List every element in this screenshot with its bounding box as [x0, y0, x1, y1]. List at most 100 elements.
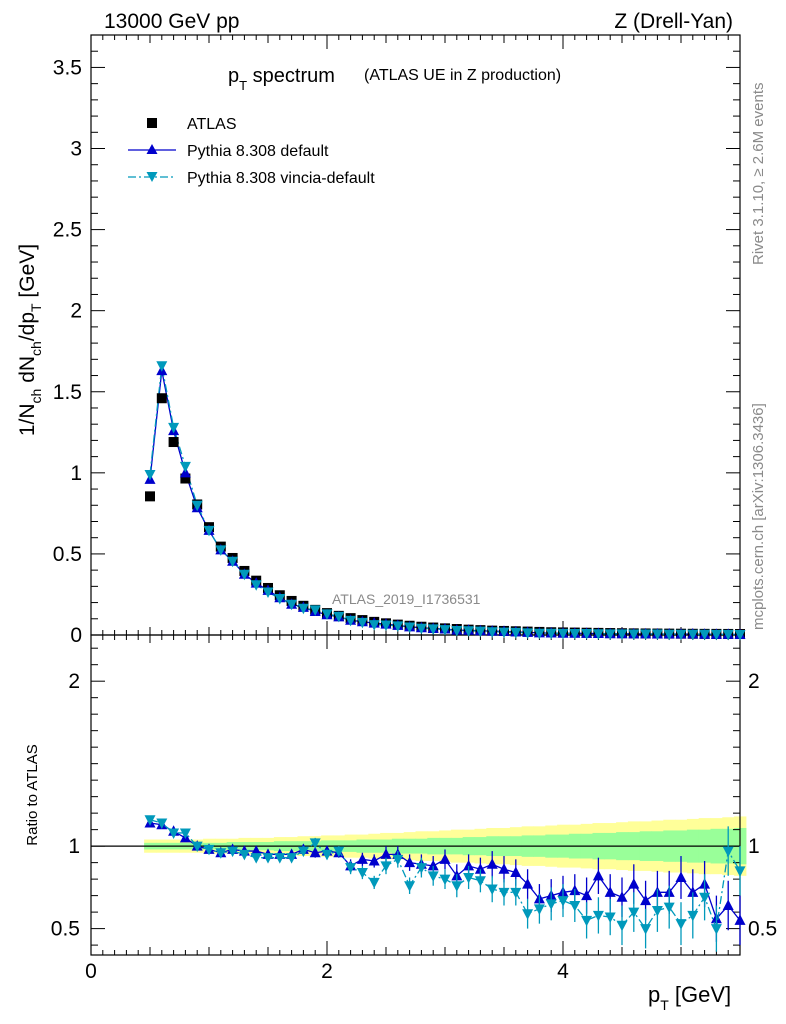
ratio-vincia-point — [168, 828, 180, 839]
ratio-default-point — [522, 878, 534, 889]
vincia-mc-point — [734, 630, 746, 641]
ratio-vincia-point — [156, 818, 168, 830]
legend-label-vincia: Pythia 8.308 vincia-default — [187, 170, 375, 187]
vincia-mc-point — [651, 629, 663, 641]
vincia-mc-point — [722, 629, 734, 641]
ratio-vincia-point — [227, 846, 239, 858]
legend-marker-default — [146, 144, 158, 154]
vincia-mc-point — [699, 629, 711, 641]
vincia-mc-point — [227, 556, 239, 568]
vincia-mc-point — [415, 623, 427, 635]
ratio-vincia-point — [191, 841, 203, 853]
ratio-vincia-point — [144, 815, 156, 826]
vincia-mc-point — [297, 603, 309, 615]
ratio-vincia-point — [451, 881, 463, 892]
ratio-plot-frame — [90, 634, 741, 956]
vincia-mc-point — [286, 599, 298, 611]
x-tick-label: 2 — [321, 960, 333, 983]
ratio-default-point — [687, 886, 699, 897]
ratio-vincia-point — [345, 863, 357, 874]
ratio-vincia-point — [463, 872, 475, 884]
main-y-tick-label: 3.5 — [53, 56, 82, 79]
ratio-vincia-point — [533, 904, 545, 915]
vincia-mc-point — [144, 469, 156, 481]
vincia-mc-point — [640, 629, 652, 641]
ratio-default-point — [427, 859, 439, 871]
x-tick-label: 0 — [85, 960, 97, 983]
ratio-vincia-point — [734, 866, 746, 877]
ratio-default-point — [592, 869, 604, 881]
vincia-mc-point — [474, 626, 486, 638]
vincia-mc-point — [592, 629, 604, 640]
ratio-vincia-point — [297, 846, 309, 858]
vincia-mc-point — [179, 461, 191, 473]
vincia-mc-point — [569, 629, 581, 640]
ratio-vincia-point — [510, 887, 522, 899]
vincia-mc-point — [345, 615, 357, 627]
ratio-default-point — [380, 848, 392, 859]
ratio-vincia-point — [522, 909, 534, 920]
ratio-vincia-point — [439, 874, 451, 886]
ratio-vincia-point — [628, 907, 640, 919]
vincia-mc-point — [581, 629, 593, 640]
vincia-mc-point — [510, 627, 522, 639]
vincia-mc-point — [356, 617, 368, 629]
ratio-default-point — [356, 853, 368, 864]
vincia-mc-point — [191, 500, 203, 512]
ratio-y-tick-label-right: 2 — [748, 670, 760, 693]
ratio-vincia-point — [651, 905, 663, 917]
ratio-vincia-point — [404, 881, 416, 892]
ratio-vincia-point — [616, 920, 628, 932]
ratio-vincia-point — [675, 919, 687, 930]
ratio-vincia-point — [663, 902, 675, 914]
analysis-watermark: ATLAS_2019_I1736531 — [332, 591, 481, 607]
ratio-vincia-point — [699, 892, 711, 904]
ratio-y-axis-label: Ratio to ATLAS — [24, 744, 41, 845]
ratio-vincia-point — [286, 853, 298, 864]
ratio-default-point — [675, 871, 687, 882]
ratio-vincia-point — [203, 844, 215, 856]
atlas-data-point — [180, 473, 191, 484]
vincia-mc-point — [628, 629, 640, 641]
ratio-vincia-point — [427, 871, 439, 882]
vincia-mc-point — [486, 627, 498, 638]
ratio-vincia-point — [569, 901, 581, 912]
vincia-mc-point — [262, 587, 274, 599]
main-title-note: (ATLAS UE in Z production) — [364, 67, 561, 84]
ratio-vincia-point — [392, 854, 404, 866]
vincia-mc-point — [451, 625, 463, 637]
legend-marker-vincia — [146, 172, 158, 182]
ratio-default-point — [368, 854, 380, 866]
vincia-mc-point — [545, 628, 557, 640]
vincia-mc-point — [168, 422, 180, 434]
main-y-axis-label: 1/Nch dNch/dpT [GeV] — [16, 244, 44, 436]
main-y-tick-label: 0.5 — [53, 543, 82, 566]
vincia-mc-point — [215, 545, 227, 556]
ratio-default-point — [404, 856, 416, 868]
ratio-vincia-point — [215, 848, 227, 859]
legend-label-atlas: ATLAS — [187, 116, 237, 133]
ratio-vincia-point — [486, 884, 498, 896]
ratio-vincia-point — [309, 838, 321, 849]
atlas-data-point — [168, 437, 179, 448]
ratio-vincia-point — [581, 915, 593, 927]
vincia-mc-point — [498, 627, 510, 639]
ratio-vincia-point — [545, 899, 557, 910]
ratio-default-point — [722, 899, 734, 911]
ratio-vincia-point — [321, 849, 333, 861]
vincia-mc-point — [156, 361, 168, 372]
vincia-mc-point — [368, 620, 380, 631]
ratio-y-tick-label: 2 — [68, 670, 80, 693]
main-y-tick-label: 3 — [70, 138, 82, 161]
vincia-mc-point — [380, 620, 392, 631]
ratio-default-point — [628, 878, 640, 889]
ratio-vincia-point — [262, 853, 274, 864]
ratio-vincia-point — [557, 896, 569, 907]
vincia-mc-point — [238, 569, 250, 581]
vincia-mc-point — [427, 624, 439, 635]
ratio-default-point — [604, 886, 616, 897]
main-title: pT spectrum — [228, 65, 335, 93]
ratio-vincia-point — [179, 828, 191, 839]
ratio-y-tick-label: 0.5 — [51, 918, 80, 941]
x-tick-label: 4 — [557, 960, 569, 983]
